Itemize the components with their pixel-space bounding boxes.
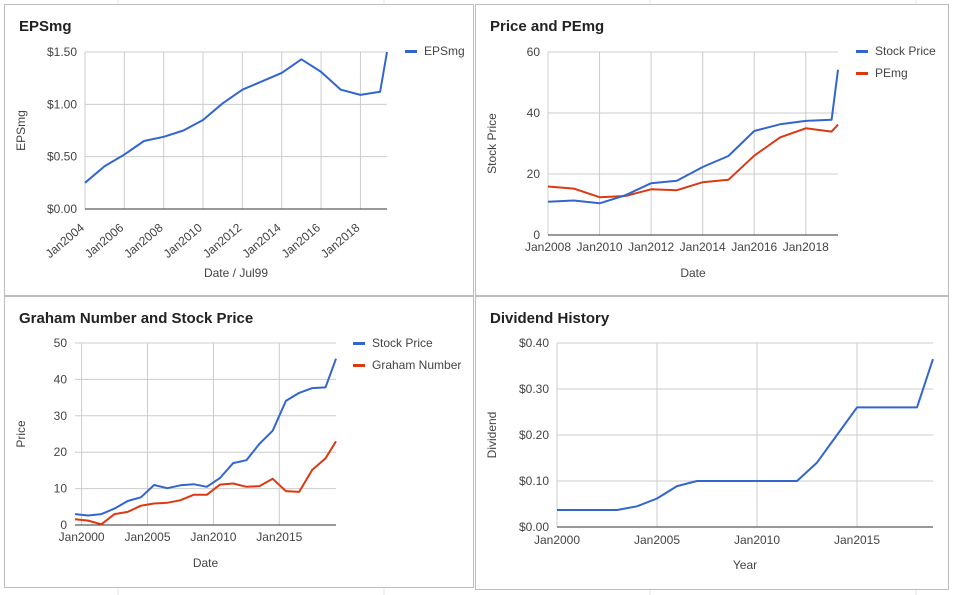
graham-chart: 0 10 20 30 40 50 Jan2000 Jan2005 Jan2010 Jan2015 D… <box>14 336 461 570</box>
x-tick-label: Jan2018 <box>318 220 363 261</box>
series-line <box>84 51 388 184</box>
y-axis-title: Stock Price <box>485 113 499 174</box>
y-tick-label: 0 <box>533 228 540 242</box>
epsmg-chart-panel: EPSmg $0.00 $0.50 $1.00 $1.50 Jan2004 Jan2006… <box>4 4 474 296</box>
x-axis-title: Date / Jul99 <box>204 266 268 280</box>
chart-title: Dividend History <box>490 310 610 327</box>
graham-chart-panel: Graham Number and Stock Price 0 10 20 30 40 5… <box>4 296 474 588</box>
y-tick-label: 50 <box>54 336 68 350</box>
y-tick-label: $0.20 <box>519 428 549 442</box>
x-tick-label: Jan2010 <box>161 220 206 261</box>
legend-swatch <box>856 72 868 75</box>
x-tick-label: Jan2010 <box>577 240 623 254</box>
y-tick-label: 30 <box>54 409 68 423</box>
y-tick-label: $0.30 <box>519 382 549 396</box>
x-tick-label: Jan2005 <box>634 533 680 547</box>
series-line <box>74 358 337 517</box>
x-tick-label: Jan2006 <box>82 220 127 261</box>
y-axis-title: Dividend <box>485 412 499 459</box>
series-line <box>74 440 337 526</box>
x-tick-label: Jan2005 <box>124 530 170 544</box>
legend-swatch <box>353 342 365 345</box>
x-tick-label: Jan2015 <box>834 533 880 547</box>
y-axis-title: EPSmg <box>14 110 28 151</box>
chart-title: Price and PEmg <box>490 18 605 35</box>
dividend-chart: $0.00 $0.10 $0.20 $0.30 $0.40 Jan2000 Jan2005 J… <box>485 336 934 572</box>
chart-title: EPSmg <box>19 18 72 35</box>
x-tick-label: Jan2008 <box>525 240 571 254</box>
y-tick-label: 10 <box>54 482 68 496</box>
legend-swatch <box>856 50 868 53</box>
y-tick-label: 40 <box>527 106 541 120</box>
legend-label: EPSmg <box>424 44 465 58</box>
series-line <box>557 358 934 511</box>
x-tick-label: Jan2000 <box>534 533 580 547</box>
y-tick-label: $0.50 <box>47 150 77 164</box>
price-pemg-chart-panel: Price and PEmg 0 20 40 60 Jan2008 Jan2010 Jan2… <box>475 4 949 296</box>
y-tick-label: 60 <box>527 45 541 59</box>
x-axis-title: Date <box>680 266 706 280</box>
y-tick-label: $0.00 <box>519 520 549 534</box>
y-tick-label: $1.00 <box>47 97 77 111</box>
x-axis-title: Year <box>733 558 757 572</box>
x-tick-label: Jan2012 <box>628 240 674 254</box>
x-tick-label: Jan2016 <box>279 220 324 261</box>
x-tick-label: Jan2004 <box>43 220 88 261</box>
x-axis-title: Date <box>193 556 219 570</box>
y-tick-label: 20 <box>527 167 541 181</box>
legend-label: Stock Price <box>875 44 936 58</box>
legend-label: Graham Number <box>372 358 461 372</box>
y-tick-label: $0.10 <box>519 474 549 488</box>
dividend-chart-panel: Dividend History $0.00 $0.10 $0.20 $0.30 $0.… <box>475 296 949 590</box>
x-tick-label: Jan2008 <box>121 220 166 261</box>
y-tick-label: 20 <box>54 445 68 459</box>
epsmg-chart: $0.00 $0.50 $1.00 $1.50 Jan2004Jan2006Jan200… <box>14 44 465 280</box>
y-axis-title: Price <box>14 420 28 448</box>
x-tick-label: Jan2010 <box>190 530 236 544</box>
chart-title: Graham Number and Stock Price <box>19 310 254 327</box>
x-tick-label: Jan2015 <box>256 530 302 544</box>
x-tick-label: Jan2014 <box>680 240 726 254</box>
y-tick-label: $0.40 <box>519 336 549 350</box>
legend-label: PEmg <box>875 66 908 80</box>
x-tick-label: Jan2000 <box>59 530 105 544</box>
x-tick-label: Jan2012 <box>200 220 245 261</box>
series-line <box>547 69 839 205</box>
legend-swatch <box>353 364 365 367</box>
x-tick-label: Jan2014 <box>239 220 284 261</box>
x-tick-label: Jan2018 <box>783 240 829 254</box>
legend-swatch <box>405 50 417 53</box>
y-tick-label: 0 <box>60 518 67 532</box>
series-line <box>547 123 839 199</box>
price-pemg-chart: 0 20 40 60 Jan2008 Jan2010 Jan2012 Jan2014 Jan20… <box>485 44 936 280</box>
x-tick-label: Jan2010 <box>734 533 780 547</box>
y-tick-label: $0.00 <box>47 202 77 216</box>
x-tick-label: Jan2016 <box>731 240 777 254</box>
y-tick-label: $1.50 <box>47 45 77 59</box>
legend-label: Stock Price <box>372 336 433 350</box>
y-tick-label: 40 <box>54 372 68 386</box>
